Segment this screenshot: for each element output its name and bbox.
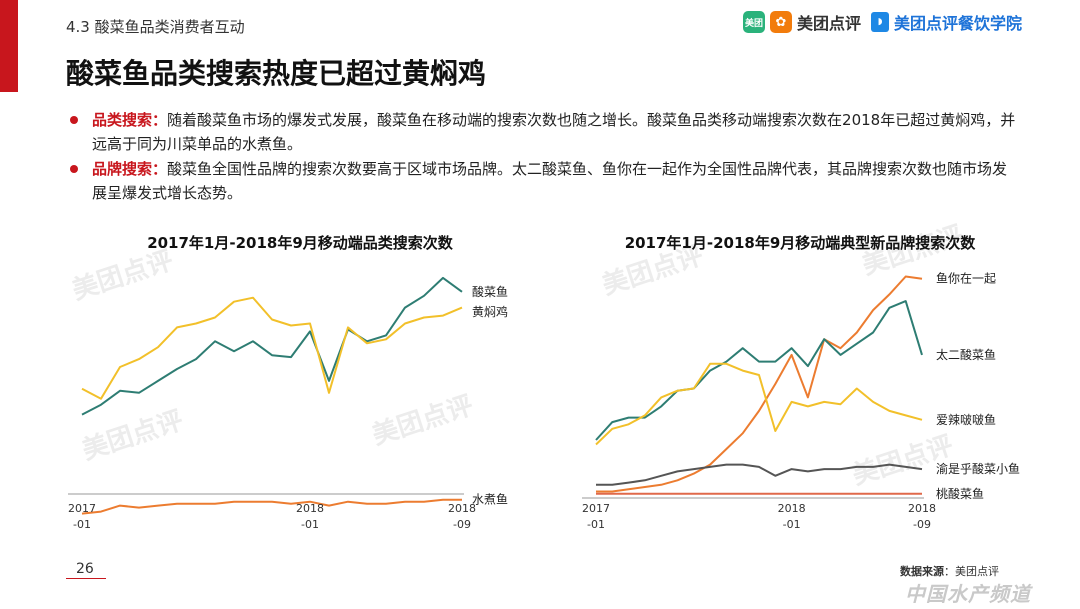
chart1-series-label: 酸菜鱼 bbox=[472, 284, 508, 299]
bullet-dot-icon bbox=[70, 116, 78, 124]
chart2-tick-label: -01 bbox=[783, 518, 801, 531]
chart1-series-label: 黄焖鸡 bbox=[472, 304, 508, 319]
page-title: 酸菜鱼品类搜索热度已超过黄焖鸡 bbox=[66, 57, 487, 90]
meituan-logo: 美团 ✿ 美团点评 bbox=[742, 10, 861, 34]
academy-logo-text: 美团点评餐饮学院 bbox=[893, 14, 1022, 33]
footer-line bbox=[66, 578, 106, 579]
chart2-series-line bbox=[595, 362, 923, 446]
chart1-tick-label: -01 bbox=[301, 518, 319, 531]
bullet-item: 品牌搜索：酸菜鱼全国性品牌的搜索次数要高于区域市场品牌。太二酸菜鱼、鱼你在一起作… bbox=[66, 157, 1016, 205]
chart2-series-label: 太二酸菜鱼 bbox=[936, 347, 996, 362]
channel-watermark: 中国水产频道 bbox=[905, 582, 1031, 606]
meituan-logo-text: 美团点评 bbox=[796, 14, 861, 33]
chart2-title: 2017年1月-2018年9月移动端典型新品牌搜索次数 bbox=[624, 234, 976, 252]
chart1-series-line bbox=[81, 276, 463, 416]
chart2-series-line bbox=[596, 463, 923, 486]
data-source: 数据来源：美团点评 bbox=[900, 563, 999, 579]
chart2-tick-label: 2018 bbox=[908, 502, 936, 515]
academy-logo: ◗ 美团点评餐饮学院 bbox=[870, 10, 1022, 34]
chart2-series-label: 鱼你在一起 bbox=[936, 272, 996, 286]
bullet-key: 品类搜索： bbox=[92, 111, 168, 129]
chart1-series-line bbox=[81, 498, 462, 515]
chart2-tick-label: -01 bbox=[587, 518, 605, 531]
chart2-series-label: 爱辣啵啵鱼 bbox=[936, 413, 996, 427]
dianping-icon: ✿ bbox=[769, 11, 792, 33]
chart2-series-line bbox=[596, 275, 923, 493]
chart1-tick-label: -09 bbox=[453, 518, 471, 531]
chart2-series-label: 桃酸菜鱼 bbox=[936, 486, 984, 501]
chart1-tick-label: -01 bbox=[73, 518, 91, 531]
bullet-text: 酸菜鱼全国性品牌的搜索次数要高于区域市场品牌。太二酸菜鱼、鱼你在一起作为全国性品… bbox=[92, 160, 1008, 202]
section-label: 4.3 酸菜鱼品类消费者互动 bbox=[66, 18, 245, 36]
chart2-series-label: 渝是乎酸菜小鱼 bbox=[936, 461, 1020, 476]
bullet-dot-icon bbox=[70, 165, 78, 173]
bullet-list: 品类搜索：随着酸菜鱼市场的爆发式发展，酸菜鱼在移动端的搜索次数也随之增长。酸菜鱼… bbox=[66, 108, 1016, 206]
source-label: 数据来源 bbox=[900, 565, 944, 578]
page-number: 26 bbox=[76, 561, 94, 577]
chart1-title: 2017年1月-2018年9月移动端品类搜索次数 bbox=[147, 234, 453, 252]
chart1-series-label: 水煮鱼 bbox=[472, 493, 508, 507]
chart1-series-line bbox=[81, 296, 463, 400]
chart1-tick-label: 2017 bbox=[68, 502, 96, 515]
academy-icon: ◗ bbox=[870, 12, 889, 32]
bullet-key: 品牌搜索： bbox=[92, 160, 168, 178]
meituan-badge-icon: 美团 bbox=[742, 11, 765, 33]
chart1-tick-label: 2018 bbox=[296, 502, 324, 515]
source-value: ：美团点评 bbox=[944, 565, 999, 578]
bullet-text: 随着酸菜鱼市场的爆发式发展，酸菜鱼在移动端的搜索次数也随之增长。酸菜鱼品类移动端… bbox=[92, 111, 1016, 153]
chart2-tick-label: 2017 bbox=[582, 502, 610, 515]
chart1-tick-label: 2018 bbox=[448, 502, 476, 515]
bullet-item: 品类搜索：随着酸菜鱼市场的爆发式发展，酸菜鱼在移动端的搜索次数也随之增长。酸菜鱼… bbox=[66, 108, 1016, 156]
logo-area: 美团 ✿ 美团点评 ◗ 美团点评餐饮学院 bbox=[742, 10, 1022, 34]
chart2-tick-label: -09 bbox=[913, 518, 931, 531]
chart2-series-line bbox=[595, 300, 923, 441]
chart2-tick-label: 2018 bbox=[778, 502, 806, 515]
accent-bar bbox=[0, 0, 18, 92]
